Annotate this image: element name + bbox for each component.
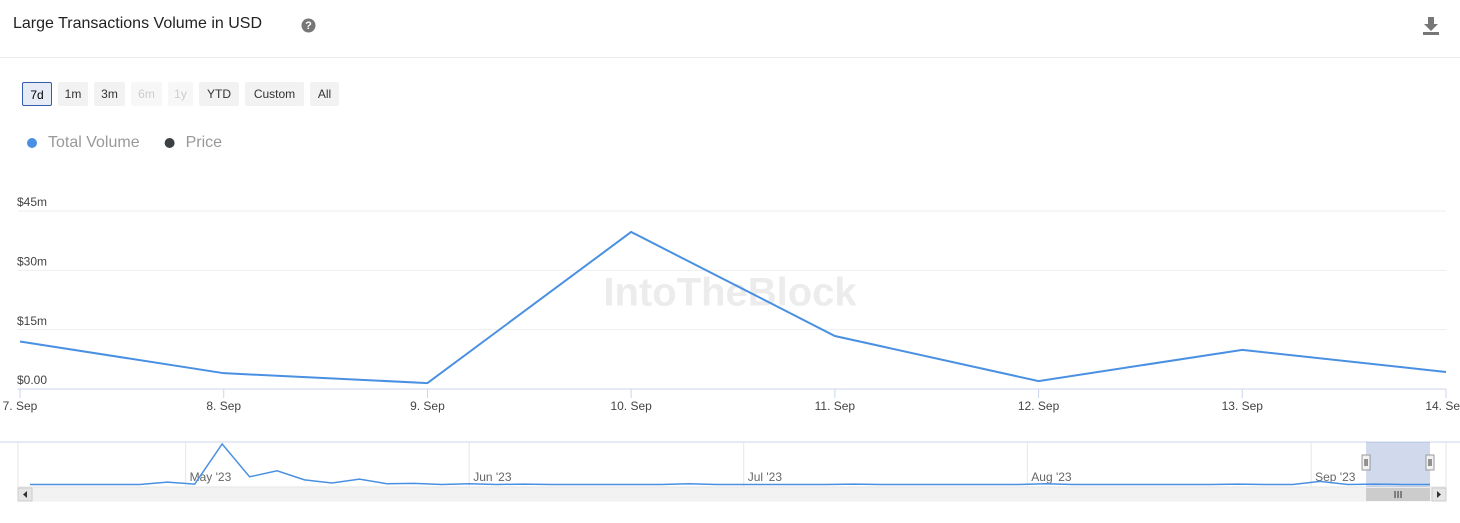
navigator-tick-label: May '23: [190, 470, 232, 484]
range-button[interactable]: 7d: [22, 82, 52, 106]
download-icon[interactable]: [1421, 15, 1441, 37]
svg-text:?: ?: [305, 20, 312, 32]
watermark: IntoTheBlock: [603, 271, 857, 315]
range-button: 1y: [168, 82, 193, 106]
title: Large Transactions Volume in USD: [13, 15, 263, 32]
range-button[interactable]: Custom: [245, 82, 304, 106]
navigator-tick-label: Jun '23: [473, 470, 512, 484]
scroll-right[interactable]: [1431, 487, 1447, 502]
navigator-tick-label: Jul '23: [748, 470, 783, 484]
scroll-left[interactable]: [17, 487, 33, 502]
arrow: [23, 491, 27, 498]
x-tick-label: 11. Sep: [815, 399, 856, 413]
range-button[interactable]: All: [310, 82, 339, 106]
range-button: 6m: [131, 82, 162, 106]
legend-label[interactable]: Total Volume: [48, 134, 140, 151]
x-tick-label: 14. Sep: [1425, 399, 1460, 413]
handle-grip: [1428, 459, 1432, 466]
help-icon[interactable]: ?: [301, 18, 316, 33]
legend-marker: [27, 138, 37, 148]
navigator-handle[interactable]: [1361, 454, 1371, 471]
x-tick-label: 10. Sep: [610, 399, 652, 413]
navigator-selection: [1366, 442, 1430, 487]
thumb-grip: [1394, 491, 1402, 498]
y-tick-label: $0.00: [17, 373, 47, 387]
line: [19, 230, 1447, 385]
navigator-handle[interactable]: [1425, 454, 1435, 471]
x-tick-label: 12. Sep: [1018, 399, 1060, 413]
handle-grip: [1364, 459, 1368, 466]
x-tick-label: 9. Sep: [410, 399, 445, 413]
scrollbar-thumb[interactable]: [1366, 488, 1430, 501]
navigator-tick-label: Aug '23: [1031, 470, 1072, 484]
arrow: [1437, 491, 1441, 498]
range-button[interactable]: 3m: [94, 82, 125, 106]
navigator-frame: [17, 441, 1447, 488]
scrollbar-track: [17, 487, 1447, 502]
legend-label[interactable]: Price: [186, 134, 223, 151]
x-tick-label: 7. Sep: [3, 399, 38, 413]
x-tick-label: 8. Sep: [206, 399, 241, 413]
y-tick-label: $45m: [17, 195, 47, 209]
navigator-tick-label: Sep '23: [1315, 470, 1356, 484]
divider: [0, 57, 1460, 58]
range-button[interactable]: 1m: [58, 82, 88, 106]
navigator-line: [30, 442, 1430, 486]
x-tick-label: 13. Sep: [1222, 399, 1264, 413]
range-button[interactable]: YTD: [199, 82, 239, 106]
y-tick-label: $30m: [17, 255, 47, 269]
legend-marker: [164, 138, 175, 148]
y-tick-label: $15m: [17, 314, 47, 328]
